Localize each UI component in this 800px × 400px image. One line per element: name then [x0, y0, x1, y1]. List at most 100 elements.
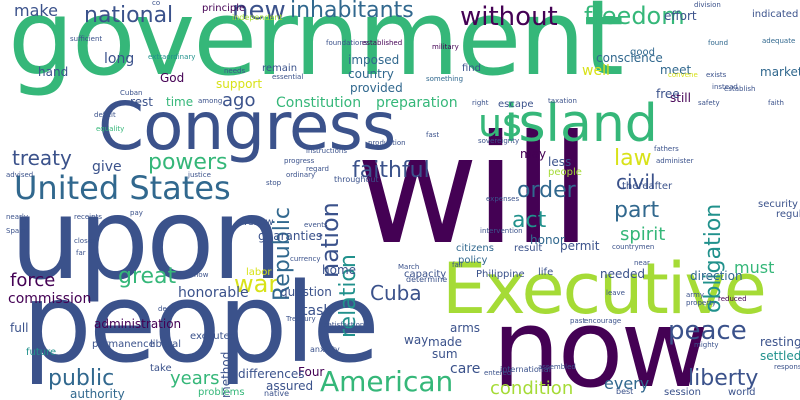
word-needed: result [514, 243, 543, 254]
word-government: government [8, 0, 624, 99]
word-resting: made [428, 335, 463, 349]
word-direction: good [630, 47, 655, 58]
word-adequate: found [708, 39, 729, 47]
word-pay: closed [74, 237, 97, 245]
word-thereafter: fellow [244, 217, 274, 228]
word-free: task [302, 303, 332, 319]
word-faithful: faithful [352, 158, 430, 183]
word-receipts: nearly [6, 213, 28, 221]
word-essential: production [368, 139, 406, 147]
word-ordinary: pay [130, 209, 143, 217]
word-provided: country [348, 67, 394, 81]
word-without: without [460, 2, 558, 32]
word-co: markets [760, 65, 800, 79]
word-every: every [604, 374, 650, 393]
word-sufficient: co [152, 0, 161, 7]
word-escape: still [670, 91, 691, 105]
word-session: problems [198, 387, 245, 398]
word-hand: long [104, 51, 135, 67]
word-guaranties: security [758, 199, 798, 210]
word-administration: authority [70, 387, 125, 400]
word-found: military [432, 43, 459, 51]
word-spirit: spirit [620, 224, 666, 245]
word-none: needs [224, 67, 246, 75]
word-established: essential [272, 73, 304, 81]
word-sovereignty: safety [698, 99, 720, 107]
word-labor: capacity [404, 269, 447, 280]
word-convene: regard [306, 165, 329, 173]
word-long: time [166, 95, 194, 109]
word-public: public [48, 366, 115, 391]
word-liberal: differences [238, 367, 305, 381]
word-administer: sovereignty [478, 137, 520, 145]
word-good: escape [498, 99, 534, 110]
word-principle: effort [664, 9, 697, 23]
word-property: determine [406, 275, 448, 284]
word-war: war [234, 270, 279, 298]
word-foundations: intervention [480, 227, 523, 235]
word-fall: March [398, 263, 420, 271]
word-expenses: administer [656, 157, 694, 165]
word-method: indicated [752, 9, 799, 20]
word-god: support [216, 77, 263, 91]
word-problems: permanence [92, 339, 155, 350]
word-part: part [614, 198, 660, 223]
word-now-small: establish [724, 85, 756, 93]
word-far: receipts [74, 213, 102, 221]
word-give: God [160, 71, 185, 85]
word-meet: conscience [596, 51, 663, 65]
word-advised: property [686, 299, 716, 307]
word-instead: exists [706, 71, 727, 79]
word-less: resting [760, 335, 800, 349]
word-liberty: liberty [688, 366, 759, 391]
word-citizens: people [548, 167, 582, 178]
word-past: international [500, 365, 551, 374]
word-peace: peace [668, 316, 747, 346]
word-support: hand [38, 65, 69, 79]
word-intervention: events [304, 221, 328, 229]
word-order: order [517, 178, 576, 203]
word-taxation: right [472, 99, 489, 107]
word-deficit: extraordinary [148, 53, 196, 61]
word-home: life [538, 267, 554, 278]
word-closed: Spain [6, 227, 26, 235]
word-ago: ago [222, 90, 256, 111]
word-way: care [450, 361, 481, 377]
word-may: free [656, 87, 680, 101]
word-needs: assembled [538, 363, 576, 371]
word-new: new [232, 0, 286, 26]
word-care: liberal [150, 339, 182, 350]
word-treaty: treaty [12, 146, 72, 170]
word-events: instructions [306, 147, 347, 155]
word-executed: Philippine [476, 269, 525, 280]
word-task: home [322, 263, 357, 277]
word-assured: Four [298, 365, 325, 379]
word-made: arms [450, 321, 481, 335]
word-throughout: progress [284, 157, 315, 165]
word-will: will [356, 104, 592, 278]
word-something: established [362, 39, 403, 47]
word-fathers: taxation [548, 97, 577, 105]
word-currency: advised [6, 171, 34, 179]
word-among: instead [712, 83, 738, 91]
word-authority: full [10, 321, 29, 335]
word-still: labor [246, 267, 272, 278]
word-united-states: United States [14, 169, 231, 207]
word-anxiety: responsibility [774, 363, 800, 371]
word-assembled: entered [484, 369, 512, 377]
word-production: throughout [334, 175, 379, 184]
word-permanence: thereafter [622, 181, 673, 192]
word-regard: stop [266, 179, 282, 187]
word-law: law [614, 146, 652, 171]
word-nearly: anxiety [310, 345, 340, 354]
word-freedom: freedom [584, 2, 685, 30]
word-us: us [478, 101, 522, 145]
word-american: American [320, 365, 454, 398]
word-constitution: Constitution [276, 95, 362, 111]
word-settled: sum [432, 347, 458, 361]
word-civil: civil [616, 170, 656, 194]
word-must: must [734, 258, 775, 277]
word-take: assured [266, 379, 314, 393]
word-establish: best [616, 387, 634, 396]
